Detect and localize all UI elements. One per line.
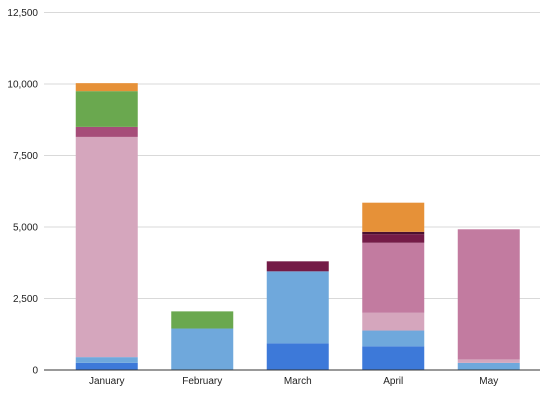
bar-segment-march-2 xyxy=(266,271,329,344)
bar-segment-april-3 xyxy=(362,312,425,331)
bar-segment-april-2 xyxy=(362,330,425,347)
y-tick-label: 10,000 xyxy=(7,80,38,91)
bar-segment-january-9 xyxy=(75,83,138,92)
bar-segment-january-3 xyxy=(75,136,138,358)
bar-segment-may-2 xyxy=(457,362,520,370)
bar-segment-may-4 xyxy=(457,229,520,360)
x-category-label: January xyxy=(89,376,125,387)
bar-segment-january-1 xyxy=(75,362,138,370)
bar-segment-april-1 xyxy=(362,346,425,370)
y-axis-tick-labels: 0 2,500 5,000 7,500 10,000 12,500 xyxy=(7,8,38,377)
y-tick-label: 7,500 xyxy=(13,151,38,162)
x-category-label: May xyxy=(479,376,498,387)
x-category-label: February xyxy=(182,376,222,387)
bar-segment-april-7 xyxy=(362,231,425,235)
bar-segments xyxy=(75,83,520,370)
y-tick-label: 2,500 xyxy=(13,294,38,305)
bar-segment-february-2 xyxy=(171,328,234,370)
bar-segment-january-5 xyxy=(75,126,138,137)
x-category-label: April xyxy=(383,376,403,387)
bar-segment-april-9 xyxy=(362,202,425,232)
y-tick-label: 12,500 xyxy=(7,8,38,19)
y-tick-label: 0 xyxy=(32,366,38,377)
bar-segment-march-6 xyxy=(266,261,329,272)
bar-segment-january-8 xyxy=(75,91,138,127)
bar-segment-february-8 xyxy=(171,311,234,329)
bar-segment-april-4 xyxy=(362,242,425,313)
bar-segment-april-6 xyxy=(362,234,425,243)
x-axis-category-labels: January February March April May xyxy=(89,376,498,387)
x-category-label: March xyxy=(284,376,312,387)
bar-segment-january-2 xyxy=(75,357,138,363)
bar-segment-may-3 xyxy=(457,359,520,363)
bar-segment-march-1 xyxy=(266,343,329,370)
y-tick-label: 5,000 xyxy=(13,223,38,234)
